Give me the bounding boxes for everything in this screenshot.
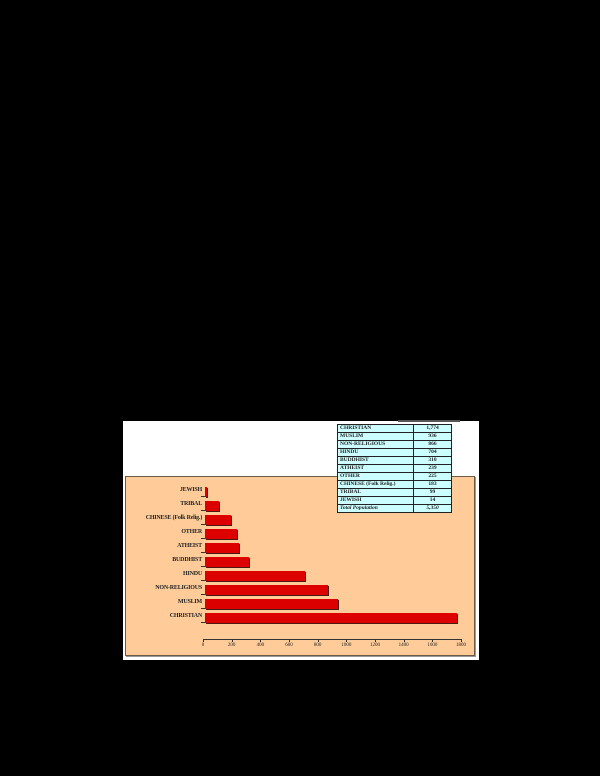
category-label-atheist: ATHEIST bbox=[177, 543, 202, 549]
row-label: CHINESE (Folk Relig.) bbox=[337, 480, 414, 489]
row-label: NON-RELIGIOUS bbox=[337, 440, 414, 449]
bar-jewish bbox=[205, 487, 207, 497]
bar-other bbox=[205, 529, 237, 539]
x-tick bbox=[461, 639, 462, 642]
row-value: 5,350 bbox=[413, 504, 452, 513]
x-tick-label: 1600 bbox=[427, 643, 438, 648]
x-tick bbox=[432, 639, 434, 642]
x-tick bbox=[289, 639, 290, 642]
x-tick-label: 1200 bbox=[370, 643, 380, 648]
x-tick-label: 1000 bbox=[341, 643, 352, 648]
y-tick bbox=[201, 594, 205, 595]
row-value: 99 bbox=[413, 488, 452, 497]
y-tick bbox=[201, 580, 205, 581]
bar-muslim bbox=[205, 599, 339, 609]
x-tick bbox=[260, 639, 262, 642]
category-label-chinese: CHINESE (Folk Relig.) bbox=[145, 515, 203, 521]
y-tick bbox=[201, 538, 205, 539]
row-label: OTHER bbox=[337, 472, 414, 481]
table-row: TRIBAL 99 bbox=[337, 488, 452, 497]
bar-christian bbox=[205, 613, 458, 623]
table-row: NON-RELIGIOUS 866 bbox=[337, 440, 452, 449]
x-tick-label: 400 bbox=[256, 643, 265, 648]
y-tick bbox=[201, 552, 205, 553]
table-row: CHRISTIAN 1,774 bbox=[337, 424, 452, 433]
bar-buddhist bbox=[205, 557, 250, 567]
y-tick bbox=[201, 496, 205, 497]
row-label: BUDDHIST bbox=[337, 456, 414, 465]
table-row-total: Total Population 5,350 bbox=[337, 504, 452, 513]
bar-tribal bbox=[205, 501, 220, 511]
category-label-non-religious: NON-RELIGIOUS bbox=[155, 585, 202, 591]
bar-chinese bbox=[205, 515, 232, 525]
row-label: JEWISH bbox=[337, 496, 414, 505]
bar-hindu bbox=[205, 571, 306, 581]
row-label: CHRISTIAN bbox=[337, 424, 414, 433]
y-tick bbox=[201, 622, 205, 623]
x-tick bbox=[231, 639, 233, 642]
table-row: BUDDHIST 310 bbox=[337, 456, 452, 465]
x-tick bbox=[403, 639, 405, 642]
row-value: 1,774 bbox=[413, 424, 452, 433]
x-tick-label: 600 bbox=[285, 643, 293, 648]
table-row: JEWISH 14 bbox=[337, 496, 452, 505]
x-axis bbox=[203, 639, 461, 640]
row-value: 183 bbox=[413, 480, 452, 489]
table-row: ATHEIST 239 bbox=[337, 464, 452, 473]
category-label-tribal: TRIBAL bbox=[180, 501, 202, 507]
row-value: 239 bbox=[413, 464, 452, 473]
table-row: MUSLIM 936 bbox=[337, 432, 452, 441]
y-tick bbox=[201, 510, 205, 511]
table-row: HINDU 704 bbox=[337, 448, 452, 457]
x-tick-label: 1800 bbox=[456, 643, 466, 648]
data-table: CHRISTIAN 1,774 MUSLIM 936 NON-RELIGIOUS 86… bbox=[337, 424, 452, 513]
bar-atheist bbox=[205, 543, 239, 553]
x-tick-label: 1400 bbox=[398, 643, 409, 648]
x-tick-label: 800 bbox=[313, 643, 322, 648]
x-tick-label: 0 bbox=[201, 643, 205, 648]
row-label: HINDU bbox=[337, 448, 414, 457]
row-value: 14 bbox=[413, 496, 452, 505]
y-tick bbox=[201, 524, 205, 525]
table-row: CHINESE (Folk Relig.) 183 bbox=[337, 480, 452, 489]
category-label-jewish: JEWISH bbox=[179, 487, 202, 493]
category-label-muslim: MUSLIM bbox=[177, 599, 202, 605]
category-label-other: OTHER bbox=[181, 529, 202, 535]
row-label: ATHEIST bbox=[337, 464, 414, 473]
x-tick bbox=[375, 639, 376, 642]
row-label: MUSLIM bbox=[337, 432, 414, 441]
bar-non-religious bbox=[205, 585, 329, 595]
category-label-buddhist: BUDDHIST bbox=[172, 557, 202, 563]
category-label-hindu: HINDU bbox=[182, 571, 202, 577]
row-value: 310 bbox=[413, 456, 452, 465]
x-tick bbox=[346, 639, 348, 642]
x-tick-label: 200 bbox=[227, 643, 236, 648]
row-label: Total Population bbox=[337, 504, 414, 513]
row-value: 866 bbox=[413, 440, 452, 449]
row-value: 704 bbox=[413, 448, 452, 457]
row-label: TRIBAL bbox=[337, 488, 414, 497]
table-row: OTHER 225 bbox=[337, 472, 452, 481]
x-tick bbox=[317, 639, 319, 642]
row-value: 225 bbox=[413, 472, 452, 481]
y-tick bbox=[201, 566, 205, 567]
category-label-christian: CHRISTIAN bbox=[169, 613, 202, 619]
x-tick bbox=[203, 639, 204, 642]
row-value: 936 bbox=[413, 432, 452, 441]
cropped-header-fragment bbox=[398, 420, 460, 422]
y-tick bbox=[201, 608, 205, 609]
